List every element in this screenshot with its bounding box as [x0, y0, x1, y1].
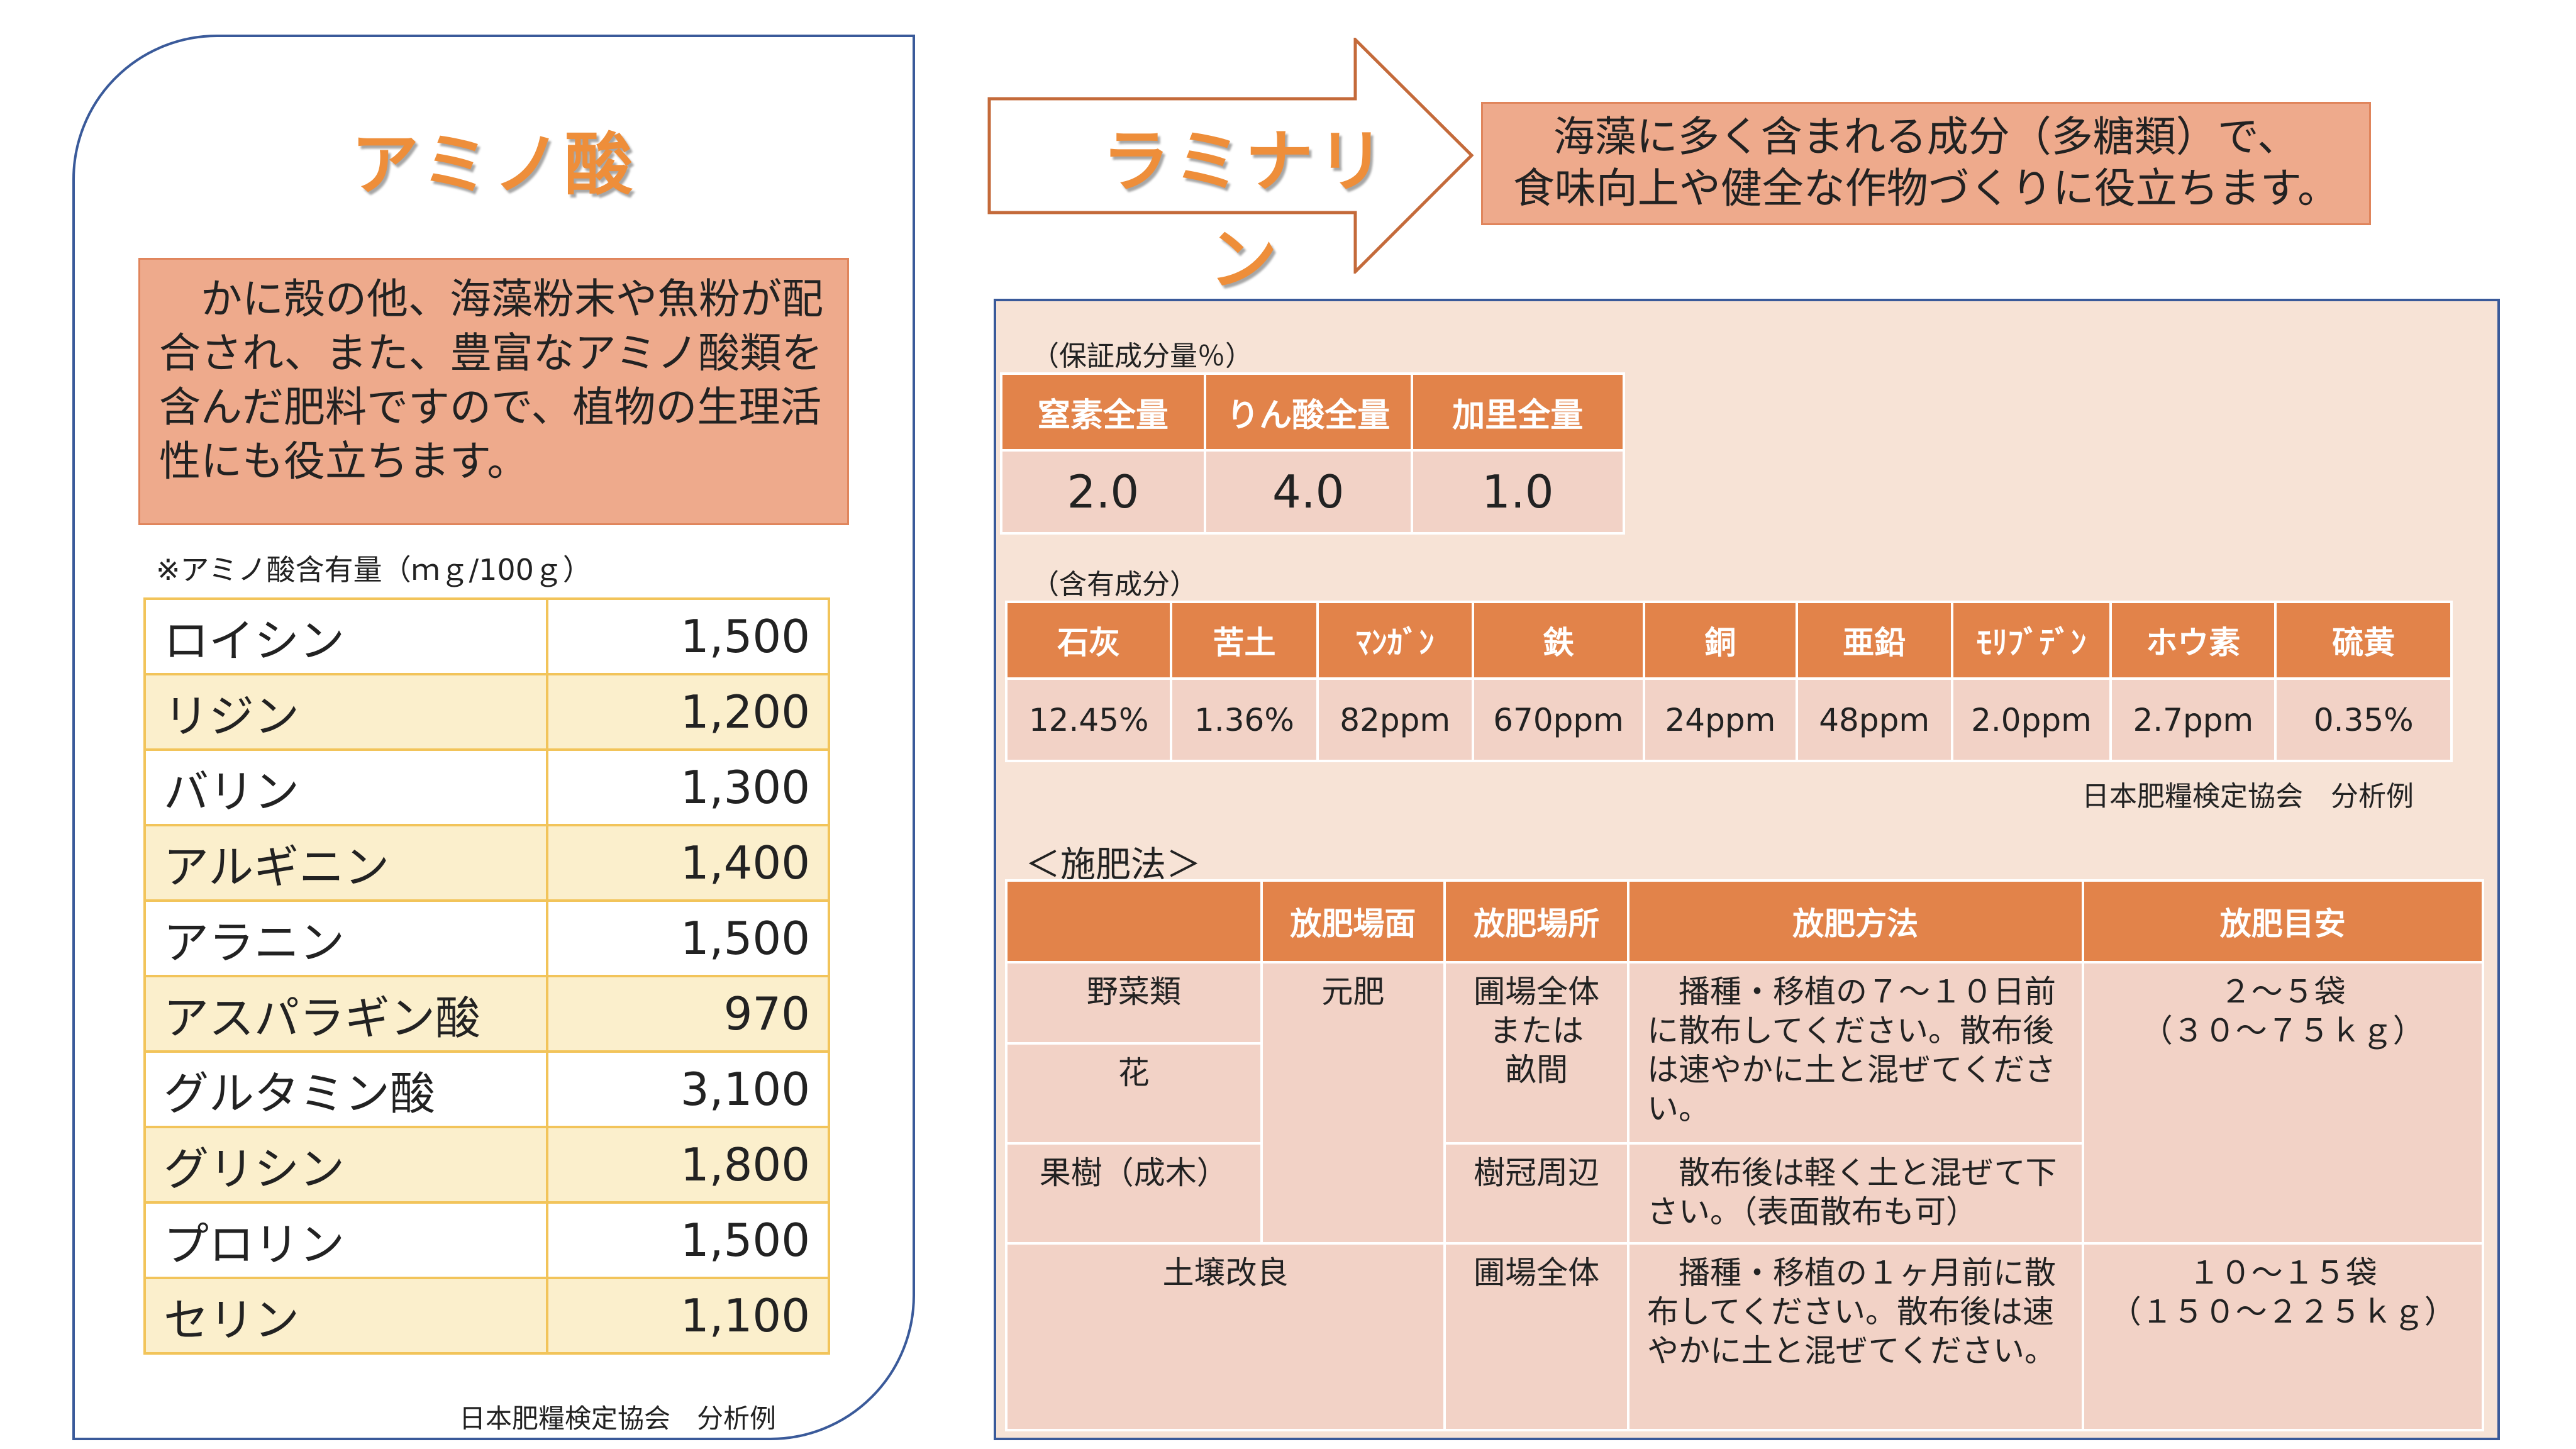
contents-header: ﾓﾘﾌﾞﾃﾞﾝ — [1950, 601, 2112, 680]
amount-1: ２～５袋 （３０～７５ｋｇ） — [2081, 961, 2485, 1245]
contents-value: 1.36% — [1170, 677, 1319, 762]
guarantee-header: 窒素全量 — [1000, 372, 1206, 452]
amino-value: 1,400 — [546, 824, 830, 902]
amino-row: リジン 1,200 — [143, 673, 830, 751]
contents-value: 0.35% — [2274, 677, 2453, 762]
contents-header: 石灰 — [1004, 601, 1173, 680]
amino-value: 1,500 — [546, 597, 830, 675]
contents-header: 苦土 — [1170, 601, 1319, 680]
amino-value: 1,300 — [546, 748, 830, 826]
amount-1-line2: （３０～７５ｋｇ） — [2141, 1013, 2424, 1049]
guarantee-value: 2.0 — [1000, 449, 1206, 535]
amino-name: プロリン — [143, 1201, 548, 1279]
method-header: 放肥場所 — [1443, 879, 1629, 963]
amino-row: プロリン 1,500 — [143, 1201, 830, 1279]
contents-value: 48ppm — [1795, 677, 1953, 762]
amino-row: バリン 1,300 — [143, 748, 830, 826]
contents-value: 2.7ppm — [2109, 677, 2277, 762]
contents-value: 24ppm — [1643, 677, 1798, 762]
crop-flowers: 花 — [1005, 1042, 1263, 1145]
amino-name: ロイシン — [143, 597, 548, 675]
amino-value: 3,100 — [546, 1050, 830, 1128]
place-field-line2: または — [1489, 1013, 1584, 1049]
method-header: 放肥場面 — [1260, 879, 1446, 963]
amino-value: 970 — [546, 975, 830, 1053]
amino-source: 日本肥糧検定協会 分析例 — [459, 1403, 777, 1434]
place-field-line3: 畝間 — [1505, 1052, 1568, 1088]
contents-value: 12.45% — [1004, 677, 1173, 762]
amino-row: アスパラギン酸 970 — [143, 975, 830, 1053]
contents-value: 670ppm — [1471, 677, 1646, 762]
guarantee-value: 1.0 — [1410, 449, 1626, 535]
amino-row: セリン 1,100 — [143, 1277, 830, 1355]
place-field: 圃場全体 または 畝間 — [1443, 961, 1629, 1145]
amino-unit-note: ※アミノ酸含有量（ｍｇ/100ｇ） — [156, 553, 592, 587]
amino-name: リジン — [143, 673, 548, 751]
method-header: 放肥目安 — [2081, 879, 2485, 963]
contents-value: 82ppm — [1316, 677, 1474, 762]
method-header — [1005, 879, 1263, 963]
crop-soil: 土壌改良 — [1004, 1242, 1446, 1431]
amino-row: グルタミン酸 3,100 — [143, 1050, 830, 1128]
contents-header: 銅 — [1643, 601, 1798, 680]
place-field2: 圃場全体 — [1443, 1242, 1629, 1431]
amino-row: グリシン 1,800 — [143, 1126, 830, 1204]
amino-name: アラニン — [143, 899, 548, 977]
method-table: 放肥場面 放肥場所 放肥方法 放肥目安 野菜類 元肥 圃場全体 または 畝間 播… — [1004, 879, 2485, 1431]
amino-value: 1,800 — [546, 1126, 830, 1204]
laminarin-title: ラミナリン — [1101, 123, 1389, 299]
arrow-shape — [987, 38, 1474, 274]
contents-header: 硫黄 — [2274, 601, 2453, 680]
contents-source: 日本肥糧検定協会 分析例 — [2082, 780, 2414, 813]
amino-value: 1,200 — [546, 673, 830, 751]
amino-description: かに殻の他、海藻粉末や魚粉が配合され、また、豊富なアミノ酸類を含んだ肥料ですので… — [138, 258, 849, 525]
laminarin-desc-line1: 海藻に多く含まれる成分（多糖類）で、 — [1553, 113, 2299, 161]
amino-row: アラニン 1,500 — [143, 899, 830, 977]
guarantee-label: （保証成分量％） — [1031, 340, 1253, 372]
method-1: 播種・移植の７～１０日前に散布してください。散布後は速やかに土と混ぜてください。 — [1626, 961, 2084, 1145]
amino-name: セリン — [143, 1277, 548, 1355]
amino-row: アルギニン 1,400 — [143, 824, 830, 902]
crop-vegetables: 野菜類 — [1005, 961, 1263, 1045]
place-tree: 樹冠周辺 — [1443, 1142, 1629, 1245]
contents-value: 2.0ppm — [1950, 677, 2112, 762]
contents-header: 亜鉛 — [1795, 601, 1953, 680]
amino-name: アスパラギン酸 — [143, 975, 548, 1053]
amino-value: 1,500 — [546, 1201, 830, 1279]
guarantee-header: りん酸全量 — [1203, 372, 1413, 452]
amino-name: バリン — [143, 748, 548, 826]
amino-title: アミノ酸 — [351, 126, 636, 204]
scene-basal: 元肥 — [1260, 961, 1446, 1245]
method-3: 播種・移植の１ヶ月前に散布してください。散布後は速やかに土と混ぜてください。 — [1626, 1242, 2084, 1431]
contents-header: ホウ素 — [2109, 601, 2277, 680]
contents-table: 石灰 苦土 ﾏﾝｶﾞﾝ鉄銅亜鉛 ﾓﾘﾌﾞﾃﾞﾝ ホウ素 硫黄 12.45% 1.36% 82p… — [1004, 601, 2453, 762]
method-label: ＜施肥法＞ — [1025, 845, 1201, 886]
amino-table: ロイシン 1,500 リジン 1,200 バリン 1,300 アルギニン 1,400 アラニン 1… — [143, 597, 830, 1355]
amino-value: 1,500 — [546, 899, 830, 977]
guarantee-table: 窒素全量 りん酸全量 加里全量 2.0 4.0 1.0 — [1000, 372, 1626, 535]
guarantee-header: 加里全量 — [1410, 372, 1626, 452]
amino-name: グルタミン酸 — [143, 1050, 548, 1128]
amount-1-line1: ２～５袋 — [2219, 974, 2346, 1010]
contents-label: （含有成分） — [1031, 569, 1197, 601]
method-header: 放肥方法 — [1626, 879, 2084, 963]
laminarin-description: 海藻に多く含まれる成分（多糖類）で、 食味向上や健全な作物づくりに役立ちます。 — [1481, 102, 2371, 225]
contents-header: 鉄 — [1471, 601, 1646, 680]
amino-name: グリシン — [143, 1126, 548, 1204]
amino-value: 1,100 — [546, 1277, 830, 1355]
amount-2-line2: （１５０～２２５ｋｇ） — [2109, 1294, 2456, 1330]
method-2: 散布後は軽く土と混ぜて下さい。（表面散布も可） — [1626, 1142, 2084, 1245]
place-field-line1: 圃場全体 — [1474, 974, 1600, 1010]
amino-row: ロイシン 1,500 — [143, 597, 830, 675]
amount-2-line1: １０～１５袋 — [2188, 1255, 2377, 1291]
laminarin-desc-line2: 食味向上や健全な作物づくりに役立ちます。 — [1513, 164, 2340, 213]
guarantee-value: 4.0 — [1203, 449, 1413, 535]
amino-name: アルギニン — [143, 824, 548, 902]
amount-2: １０～１５袋 （１５０～２２５ｋｇ） — [2081, 1242, 2485, 1431]
crop-fruit: 果樹（成木） — [1005, 1142, 1263, 1245]
contents-header: ﾏﾝｶﾞﾝ — [1316, 601, 1474, 680]
